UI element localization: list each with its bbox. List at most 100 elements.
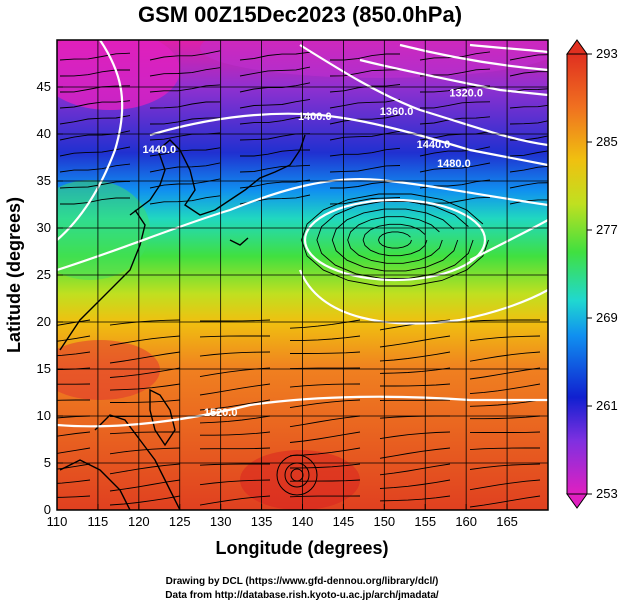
colorbar-bar: [566, 53, 588, 495]
streamline-93: [199, 399, 271, 411]
streamline-21: [329, 98, 401, 109]
streamline-42: [59, 163, 131, 173]
streamline-9: [329, 69, 401, 77]
streamline-114: [469, 463, 541, 470]
lat-lon-grid: [57, 40, 548, 510]
x-tick-label-11: 165: [496, 514, 518, 529]
streamline-105: [200, 431, 271, 436]
streamline-13: [149, 84, 221, 93]
streamline-134: [347, 216, 443, 264]
streamline-113: [57, 447, 91, 454]
streamline-55: [149, 195, 221, 205]
y-tick-label-1: 5: [44, 455, 51, 470]
streamline-3: [330, 53, 400, 61]
streamline-47: [509, 165, 548, 173]
contour-label-3: 1440.0: [417, 139, 451, 151]
streamline-53: [509, 182, 548, 189]
streamline-33: [329, 130, 401, 141]
streamline-70: [109, 335, 181, 346]
streamline-116: [289, 463, 361, 469]
cold-pool: [57, 40, 180, 110]
streamline-109: [379, 447, 451, 459]
streamline-39: [329, 147, 401, 157]
x-tick-label-3: 125: [169, 514, 191, 529]
warm-area: [57, 340, 160, 400]
contour-label-1: 1360.0: [380, 106, 414, 118]
streamline-11: [509, 71, 548, 77]
x-tick-label-7: 145: [333, 514, 355, 529]
streamline-44: [239, 164, 311, 173]
cold-pool-north: [200, 40, 548, 78]
streamline-38: [240, 149, 311, 157]
streamline-29: [509, 120, 548, 125]
streamline-60: [469, 319, 540, 322]
streamline-69: [199, 335, 270, 338]
streamline-18: [59, 100, 131, 109]
streamline-107: [57, 431, 91, 437]
streamline-128: [289, 495, 361, 498]
streamline-82: [109, 367, 181, 378]
streamline-68: [289, 335, 361, 342]
streamline-22: [419, 101, 491, 109]
y-tick-label-7: 35: [37, 173, 51, 188]
x-tick-label-8: 150: [373, 514, 395, 529]
streamline-8: [239, 66, 311, 77]
x-tick-label-2: 120: [128, 514, 150, 529]
land-cool-area: [57, 180, 150, 280]
streamline-87: [199, 383, 271, 396]
streamline-118: [109, 463, 181, 475]
y-axis-ticks: 0 5 10 15 20 25 30 35 40 45: [37, 79, 63, 517]
colorbar-tick-label-0: 253: [596, 486, 618, 501]
streamline-67: [379, 335, 451, 348]
y-tick-label-8: 40: [37, 126, 51, 141]
streamline-120: [469, 479, 541, 491]
streamline-89: [57, 383, 91, 385]
height-contours: [57, 40, 548, 428]
x-tick-label-0: 110: [47, 514, 68, 529]
streamline-28: [419, 116, 491, 125]
contour-label-5: 1440.0: [142, 144, 176, 156]
colorbar-tick-label-2: 269: [596, 310, 618, 325]
streamline-66: [469, 335, 541, 342]
streamline-12: [59, 85, 131, 93]
streamline-85: [380, 383, 451, 387]
streamline-72: [469, 351, 541, 362]
x-axis-ticks: 110 115 120 125 130 135 140 145 150 155 160 165: [47, 504, 518, 529]
streamline-135: [331, 208, 459, 272]
streamline-80: [289, 367, 361, 370]
streamline-75: [199, 351, 271, 357]
colorbar-tick-label-5: 293: [596, 46, 618, 61]
streamline-54: [60, 197, 130, 205]
streamline-26: [239, 116, 311, 125]
streamline-84: [469, 383, 541, 395]
streamline-104: [289, 431, 361, 443]
streamline-90: [469, 399, 541, 407]
streamline-96: [470, 415, 541, 420]
streamline-131: [57, 495, 91, 498]
x-axis-label: Longitude (degrees): [215, 538, 388, 558]
streamline-136: [316, 201, 474, 279]
colorbar: 253 261 269 277 285 293: [566, 39, 618, 509]
x-tick-label-5: 135: [251, 514, 273, 529]
colorbar-tick-label-4: 285: [596, 134, 618, 149]
streamline-14: [239, 82, 311, 93]
streamline-112: [109, 447, 181, 455]
streamline-137: [301, 193, 489, 287]
streamline-36: [59, 146, 131, 157]
colorbar-tick-label-3: 277: [596, 222, 618, 237]
streamline-103: [379, 431, 451, 440]
streamline-125: [57, 479, 91, 484]
streamline-27: [329, 114, 401, 125]
x-tick-label-10: 160: [455, 514, 477, 529]
streamline-126: [469, 495, 541, 508]
colorbar-top-arrow: [566, 39, 588, 55]
streamline-133: [362, 223, 428, 257]
colorbar-tick-label-1: 261: [596, 398, 618, 413]
y-tick-label-2: 10: [37, 408, 51, 423]
streamline-117: [199, 463, 270, 466]
streamline-20: [239, 98, 311, 109]
streamline-73: [379, 351, 451, 362]
colorbar-ticks: 253 261 269 277 285 293: [587, 46, 618, 501]
streamline-129: [199, 495, 271, 506]
y-tick-label-4: 20: [37, 314, 51, 329]
